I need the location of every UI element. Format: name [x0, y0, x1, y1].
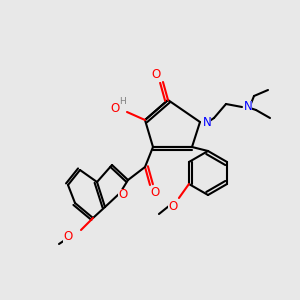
Text: O: O	[152, 68, 160, 82]
Text: O: O	[63, 230, 73, 242]
Text: H: H	[120, 98, 126, 106]
Text: O: O	[168, 200, 178, 212]
Text: N: N	[244, 100, 252, 113]
Text: O: O	[150, 187, 160, 200]
Text: N: N	[202, 116, 211, 128]
Text: O: O	[118, 188, 127, 202]
Text: O: O	[110, 101, 120, 115]
